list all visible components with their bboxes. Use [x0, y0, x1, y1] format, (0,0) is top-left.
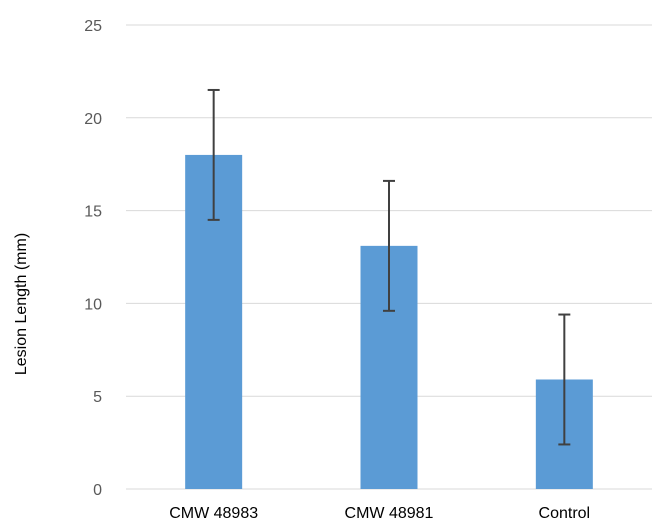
y-tick-label: 10	[84, 296, 102, 313]
y-axis-title: Lesion Length (mm)	[13, 233, 30, 375]
y-tick-label: 0	[93, 482, 102, 499]
x-category-label: CMW 48981	[345, 505, 434, 522]
y-tick-label: 25	[84, 18, 102, 35]
y-axis-ticks: 0 5 10 15 20 25	[84, 18, 102, 499]
x-category-label: Control	[539, 505, 591, 522]
x-axis-categories: CMW 48983 CMW 48981 Control	[169, 505, 590, 522]
error-bars	[207, 88, 571, 446]
y-tick-label: 15	[84, 204, 102, 221]
x-category-label: CMW 48983	[169, 505, 258, 522]
y-tick-label: 5	[93, 389, 102, 406]
y-tick-label: 20	[84, 111, 102, 128]
